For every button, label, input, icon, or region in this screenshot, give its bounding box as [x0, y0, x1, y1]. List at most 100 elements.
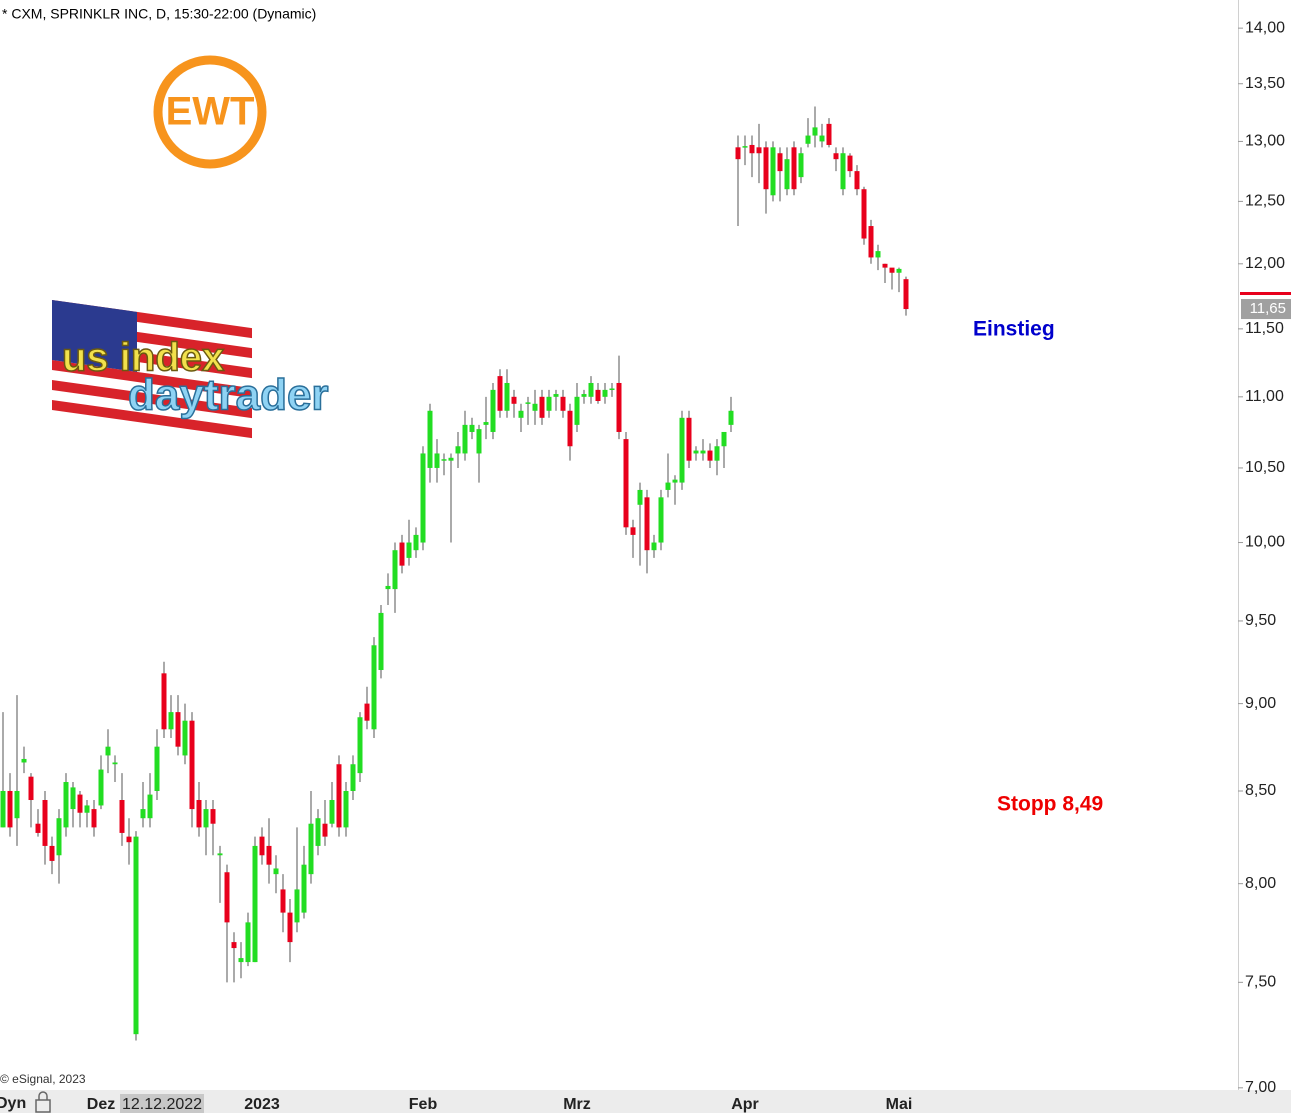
candle-body — [882, 263, 888, 268]
candle-body — [364, 703, 370, 721]
x-tick-label: Feb — [409, 1096, 438, 1113]
candle-body — [63, 782, 69, 828]
candle-body — [805, 135, 811, 144]
candle-body — [511, 396, 517, 404]
candle-body — [707, 450, 713, 461]
candle-body — [826, 123, 832, 145]
candle-body — [70, 787, 76, 810]
candle-body — [483, 422, 489, 425]
candle-body — [399, 542, 405, 566]
candle-body — [385, 585, 391, 590]
y-tick-label: 11,00 — [1245, 388, 1284, 405]
candle-body — [581, 394, 587, 397]
candle-body — [476, 429, 482, 454]
y-tick-label: 8,50 — [1245, 782, 1276, 799]
candle-body — [49, 845, 55, 861]
candle-body — [651, 542, 657, 551]
candle-body — [812, 127, 818, 136]
candle-body — [329, 800, 335, 824]
candle-body — [224, 872, 230, 923]
candle-body — [574, 396, 580, 425]
candle-body — [231, 942, 237, 949]
candle-body — [420, 453, 426, 543]
candle-body — [560, 396, 566, 411]
candle-body — [658, 497, 664, 543]
candle-body — [539, 396, 545, 418]
candle-body — [903, 279, 909, 310]
candle-body — [609, 388, 615, 391]
candle-body — [784, 159, 790, 190]
candle-body — [819, 135, 825, 142]
candle-body — [749, 144, 755, 154]
candle-body — [0, 790, 6, 828]
candle-body — [301, 864, 307, 913]
candle-body — [525, 402, 531, 404]
candle-body — [7, 790, 13, 828]
candle-body — [140, 809, 146, 819]
candle-body — [623, 439, 629, 528]
candle-body — [441, 459, 447, 461]
candle-body — [833, 153, 839, 160]
candle-body — [196, 800, 202, 828]
flag-logo: us index daytrader — [52, 300, 329, 449]
candle-body — [644, 497, 650, 551]
candle-body — [77, 794, 83, 813]
x-tick-label: 2023 — [244, 1096, 280, 1113]
candle-body — [161, 673, 167, 730]
candle-body — [462, 424, 468, 454]
candle-body — [721, 431, 727, 447]
candle-body — [252, 845, 258, 963]
candle-body — [434, 453, 440, 468]
candle-body — [203, 809, 209, 828]
candle-body — [679, 417, 685, 483]
candle-body — [546, 396, 552, 411]
cursor-date: 12.12.2022 — [120, 1094, 204, 1113]
candle-body — [448, 457, 454, 461]
candle-body — [840, 153, 846, 190]
candle-body — [42, 800, 48, 846]
candle-body — [686, 417, 692, 461]
candle-body — [518, 410, 524, 418]
candle-body — [770, 147, 776, 196]
candle-body — [112, 762, 118, 765]
candle-body — [567, 410, 573, 447]
y-tick-label: 10,50 — [1245, 459, 1285, 476]
candle-body — [357, 717, 363, 774]
candle-body — [147, 794, 153, 819]
candle-body — [371, 645, 377, 730]
candle-body — [84, 805, 90, 813]
candle-body — [175, 712, 181, 747]
candle-body — [14, 790, 20, 819]
y-tick-label: 9,50 — [1245, 612, 1276, 629]
y-tick-label: 7,00 — [1245, 1079, 1276, 1096]
candle-body — [875, 251, 881, 258]
ewt-logo: EWT — [153, 55, 267, 169]
candle-body — [868, 226, 874, 258]
y-tick-label: 10,00 — [1245, 534, 1285, 551]
candle-body — [21, 758, 27, 763]
candle-body — [630, 527, 636, 535]
y-tick-label: 8,00 — [1245, 875, 1276, 892]
chart-title: * CXM, SPRINKLR INC, D, 15:30-22:00 (Dyn… — [2, 6, 316, 22]
candle-body — [413, 534, 419, 551]
candle-body — [28, 776, 34, 801]
candle-body — [308, 823, 314, 875]
candle-body — [756, 147, 762, 154]
x-tick-label: Dez — [87, 1096, 115, 1113]
y-tick-label: 7,50 — [1245, 974, 1276, 991]
candle-body — [182, 720, 188, 756]
candle-body — [406, 542, 412, 558]
candle-body — [798, 153, 804, 178]
candle-body — [336, 764, 342, 828]
candle-body — [189, 720, 195, 810]
candle-body — [714, 446, 720, 461]
date-bar — [0, 1090, 1291, 1113]
candle-body — [700, 450, 706, 454]
candle-body — [735, 147, 741, 160]
candle-body — [98, 769, 104, 806]
flag-logo-line2: daytrader — [128, 371, 329, 420]
candle-body — [455, 446, 461, 454]
last-price-label: 11,65 — [1250, 300, 1286, 317]
